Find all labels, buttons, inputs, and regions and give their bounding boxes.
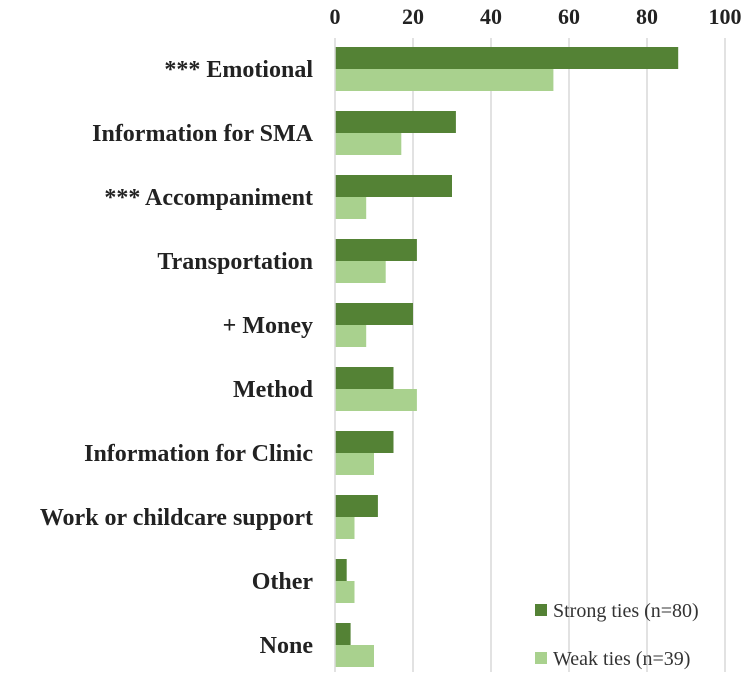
x-tick-label-20: 20 xyxy=(402,4,424,29)
bar-strong-none xyxy=(335,623,351,645)
legend-swatch-strong-ties xyxy=(535,604,547,616)
bar-strong-method xyxy=(335,367,394,389)
x-tick-label-100: 100 xyxy=(709,4,742,29)
bar-weak-emotional xyxy=(335,69,554,91)
x-axis-ticks: 0 20 40 60 80 100 xyxy=(330,4,742,29)
category-label-emotional: *** Emotional xyxy=(164,57,313,83)
category-label-none: None xyxy=(260,633,314,659)
bar-weak-transportation xyxy=(335,261,386,283)
bars xyxy=(335,47,679,667)
x-tick-label-60: 60 xyxy=(558,4,580,29)
x-tick-label-80: 80 xyxy=(636,4,658,29)
category-label-information-for-sma: Information for SMA xyxy=(92,121,314,147)
category-label-method: Method xyxy=(233,377,314,403)
bar-weak-other xyxy=(335,581,355,603)
bar-strong-work-or-childcare-support xyxy=(335,495,378,517)
legend-label-strong-ties: Strong ties (n=80) xyxy=(553,600,699,622)
x-tick-label-0: 0 xyxy=(330,4,341,29)
bar-weak-information-for-clinic xyxy=(335,453,374,475)
category-label-accompaniment: *** Accompaniment xyxy=(104,185,313,211)
bar-strong-information-for-sma xyxy=(335,111,456,133)
bar-weak-information-for-sma xyxy=(335,133,402,155)
category-label-transportation: Transportation xyxy=(157,249,313,275)
category-label-information-for-clinic: Information for Clinic xyxy=(84,441,313,467)
x-tick-label-40: 40 xyxy=(480,4,502,29)
gridlines xyxy=(412,38,726,672)
bar-strong-other xyxy=(335,559,347,581)
bar-weak-accompaniment xyxy=(335,197,367,219)
bar-weak-none xyxy=(335,645,374,667)
category-label-money: + Money xyxy=(223,313,313,339)
bar-weak-money xyxy=(335,325,367,347)
category-label-other: Other xyxy=(252,569,314,595)
legend-swatch-weak-ties xyxy=(535,652,547,664)
bar-strong-accompaniment xyxy=(335,175,452,197)
legend: Strong ties (n=80) Weak ties (n=39) xyxy=(535,600,699,670)
bar-strong-information-for-clinic xyxy=(335,431,394,453)
category-label-work-or-childcare-support: Work or childcare support xyxy=(40,505,313,531)
category-labels: *** Emotional Information for SMA *** Acco… xyxy=(40,57,314,659)
bar-weak-method xyxy=(335,389,417,411)
legend-label-weak-ties: Weak ties (n=39) xyxy=(553,648,690,670)
bar-strong-money xyxy=(335,303,413,325)
bar-weak-work-or-childcare-support xyxy=(335,517,355,539)
bar-strong-emotional xyxy=(335,47,679,69)
bar-strong-transportation xyxy=(335,239,417,261)
